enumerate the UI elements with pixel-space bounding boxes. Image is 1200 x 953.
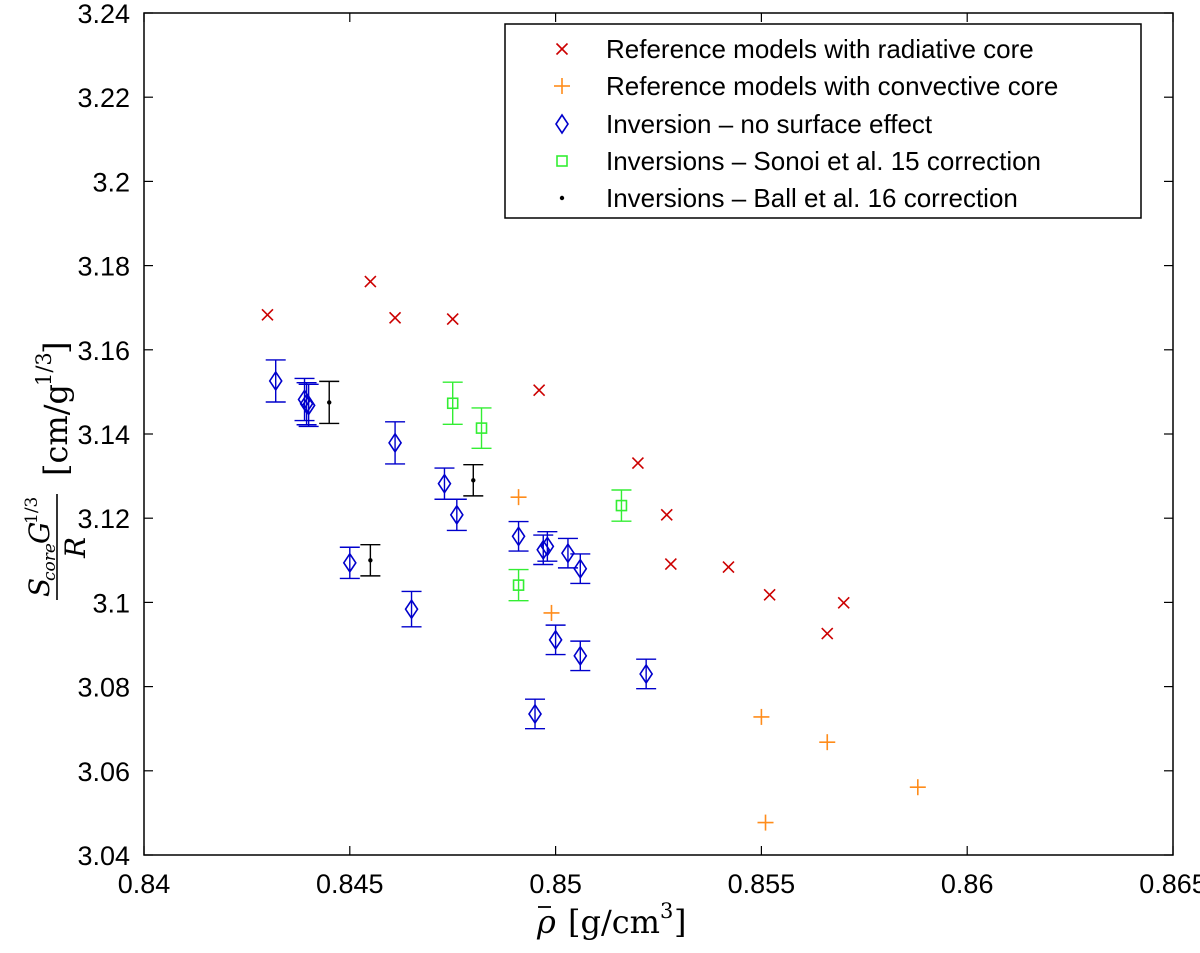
svg-text:]: ] <box>37 342 75 354</box>
point-radiative <box>533 384 546 397</box>
point-inversion-sonoi <box>508 568 529 602</box>
y-tick-label: 3.16 <box>77 336 130 366</box>
y-tick-label: 3.24 <box>77 0 130 29</box>
point-convective <box>510 489 527 506</box>
point-convective <box>819 734 836 751</box>
point-inversion-no-surface <box>339 546 360 580</box>
svg-text:[cm/g: [cm/g <box>37 384 75 476</box>
point-radiative <box>821 627 834 640</box>
point-radiative <box>261 308 274 321</box>
svg-text:3: 3 <box>660 899 673 923</box>
x-tick-label: 0.865 <box>1139 869 1200 899</box>
legend-symbol-ball <box>559 195 565 201</box>
y-tick-label: 3.04 <box>77 841 130 871</box>
y-tick-label: 3.14 <box>77 420 130 450</box>
x-tick-label: 0.86 <box>941 869 994 899</box>
svg-text:1/3: 1/3 <box>22 497 42 524</box>
point-radiative <box>664 558 677 571</box>
x-tick-label: 0.855 <box>728 869 796 899</box>
y-tick-label: 3.12 <box>77 504 130 534</box>
svg-text:G: G <box>23 522 56 544</box>
point-convective <box>753 708 770 725</box>
point-inversion-sonoi <box>471 407 492 450</box>
point-radiative <box>389 311 402 324</box>
point-inversion-no-surface <box>570 553 591 585</box>
legend-label-no-surface: Inversion – no surface effect <box>606 109 933 139</box>
point-inversion-no-surface <box>298 383 319 428</box>
point-radiative <box>631 456 644 470</box>
svg-text:R: R <box>59 537 92 559</box>
y-tick-label: 3.18 <box>77 252 130 282</box>
x-tick-label: 0.84 <box>118 869 171 899</box>
point-inversion-no-surface <box>401 590 422 628</box>
y-tick-label: 3.1 <box>92 588 130 618</box>
x-axis-label: ρ [g/cm 3 ] <box>536 899 686 941</box>
point-inversion-no-surface <box>446 498 467 532</box>
point-radiative <box>763 588 776 601</box>
point-inversion-no-surface <box>570 640 591 672</box>
svg-text:1/3: 1/3 <box>32 352 56 386</box>
svg-text:core: core <box>40 543 60 581</box>
point-radiative <box>837 596 850 609</box>
point-inversion-ball <box>463 464 484 497</box>
point-convective <box>757 814 774 831</box>
point-inversion-no-surface <box>525 698 546 730</box>
svg-text:S: S <box>23 578 56 597</box>
svg-text:[g/cm: [g/cm <box>568 903 660 941</box>
point-inversion-no-surface <box>545 624 566 656</box>
point-radiative <box>446 313 459 326</box>
legend-symbol-no-surface <box>555 113 569 135</box>
legend-symbol-sonoi <box>556 155 568 167</box>
y-tick-label: 3.2 <box>92 167 130 197</box>
point-radiative <box>364 275 377 288</box>
legend: Reference models with radiative core Ref… <box>504 23 1142 219</box>
point-inversion-no-surface <box>636 658 657 690</box>
legend-symbol-convective <box>554 78 570 94</box>
point-inversion-sonoi <box>442 381 463 426</box>
axis-ticks: 0.84 0.845 0.85 0.855 0.86 0.865 3.04 3.06 3.08 3… <box>77 0 1200 899</box>
point-convective <box>909 779 926 796</box>
legend-label-sonoi: Inversions – Sonoi et al. 15 correction <box>606 146 1041 176</box>
y-tick-label: 3.22 <box>77 83 130 113</box>
legend-label-convective: Reference models with convective core <box>606 71 1058 101</box>
point-inversion-no-surface <box>508 520 529 552</box>
legend-symbol-radiative <box>555 42 569 56</box>
legend-box <box>504 23 1142 219</box>
legend-label-ball: Inversions – Ball et al. 16 correction <box>606 183 1018 213</box>
point-radiative <box>722 560 735 574</box>
y-axis-label: S core G 1/3 R [cm/g 1/3 ] <box>22 342 92 600</box>
point-inversion-no-surface <box>265 359 286 403</box>
data-marks <box>261 275 926 831</box>
point-inversion-no-surface <box>537 530 558 562</box>
y-tick-label: 3.06 <box>77 757 130 787</box>
svg-text:]: ] <box>674 903 686 941</box>
legend-symbols <box>554 42 570 201</box>
point-inversion-ball <box>319 380 340 425</box>
point-inversion-no-surface <box>385 421 406 465</box>
point-inversion-ball <box>360 544 381 577</box>
svg-text:ρ: ρ <box>536 903 556 941</box>
point-radiative <box>660 508 673 521</box>
y-tick-label: 3.08 <box>77 673 130 703</box>
x-tick-label: 0.85 <box>529 869 582 899</box>
legend-label-radiative: Reference models with radiative core <box>606 34 1034 64</box>
x-tick-label: 0.845 <box>316 869 384 899</box>
point-convective <box>543 604 560 621</box>
point-inversion-sonoi <box>611 489 632 522</box>
